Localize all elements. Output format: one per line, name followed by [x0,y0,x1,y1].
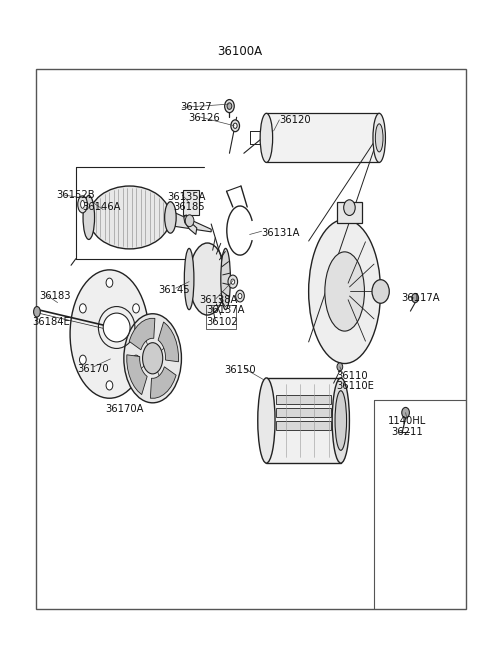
Text: 36138A: 36138A [199,295,238,305]
Ellipse shape [103,313,130,342]
Text: 36183: 36183 [39,291,71,301]
Bar [206,305,236,329]
Text: 36127: 36127 [180,102,212,113]
Bar [276,408,331,417]
Bar [183,190,199,215]
Bar [276,421,331,430]
Ellipse shape [80,304,86,313]
Ellipse shape [132,304,139,313]
Bar [276,395,331,404]
Polygon shape [129,318,155,350]
Text: 36131A: 36131A [262,227,300,238]
Polygon shape [184,215,197,234]
Text: 36137A: 36137A [206,305,245,315]
Ellipse shape [106,381,113,390]
Text: 36120: 36120 [279,115,311,125]
Polygon shape [127,355,147,394]
Ellipse shape [124,314,181,403]
Text: 36152B: 36152B [57,190,95,200]
Text: 36135A: 36135A [167,191,205,202]
Ellipse shape [260,113,273,162]
Text: 36117A: 36117A [401,293,439,303]
Bar [266,113,379,162]
Text: 36170A: 36170A [106,404,144,415]
Polygon shape [168,210,211,232]
Bar [36,69,466,609]
Text: 36170: 36170 [78,364,109,374]
Text: 36146A: 36146A [83,202,121,212]
Text: 36126: 36126 [188,113,220,123]
Ellipse shape [106,278,113,288]
Ellipse shape [325,252,364,331]
Text: 36150: 36150 [225,365,256,375]
Ellipse shape [375,124,383,152]
Polygon shape [158,322,179,362]
Ellipse shape [34,307,40,317]
Text: 36184E: 36184E [33,317,71,328]
Ellipse shape [89,186,170,249]
Bar [337,202,362,223]
Ellipse shape [238,293,242,299]
Ellipse shape [258,378,275,463]
Ellipse shape [225,100,234,113]
Ellipse shape [233,123,237,128]
Ellipse shape [373,113,385,162]
Ellipse shape [78,196,87,213]
Ellipse shape [231,120,240,132]
Ellipse shape [80,355,86,364]
Text: 1140HL: 1140HL [388,416,426,426]
Text: 36185: 36185 [173,202,204,212]
Ellipse shape [337,363,343,371]
Ellipse shape [236,290,244,302]
Text: 36110E: 36110E [336,381,374,392]
Ellipse shape [143,343,163,374]
Ellipse shape [185,215,194,227]
Ellipse shape [132,355,139,364]
Ellipse shape [412,293,419,303]
Ellipse shape [332,378,349,463]
Text: 36102: 36102 [206,317,238,328]
Ellipse shape [165,202,176,233]
Ellipse shape [228,275,238,288]
Ellipse shape [231,279,235,284]
Ellipse shape [189,243,226,315]
Ellipse shape [344,200,355,215]
Ellipse shape [83,195,95,240]
Bar [266,378,341,463]
Ellipse shape [70,270,149,398]
Text: 36145: 36145 [158,284,190,295]
Text: 36110: 36110 [336,371,368,381]
Ellipse shape [309,219,381,364]
Ellipse shape [184,248,194,310]
Ellipse shape [221,248,230,310]
Ellipse shape [227,103,232,109]
Ellipse shape [81,200,84,208]
Polygon shape [150,367,176,398]
Ellipse shape [335,390,347,451]
Text: 36100A: 36100A [217,45,263,58]
Text: 36211: 36211 [391,427,423,438]
Ellipse shape [402,407,409,418]
Ellipse shape [372,280,389,303]
